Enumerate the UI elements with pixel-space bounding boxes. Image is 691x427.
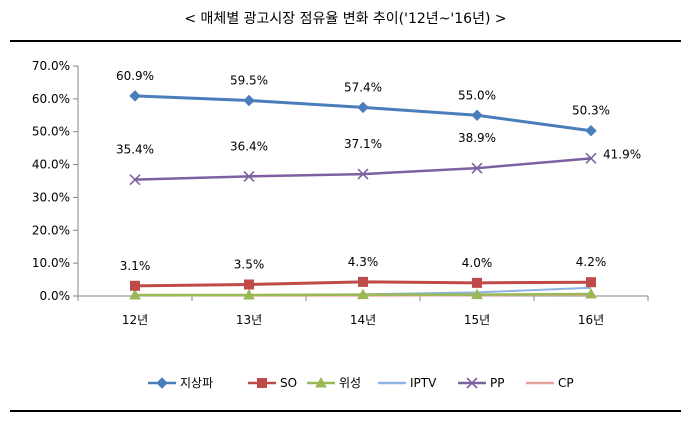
- data-label: 55.0%: [458, 88, 496, 102]
- data-point: [129, 174, 141, 186]
- data-point: [357, 288, 369, 300]
- data-point: [243, 170, 255, 182]
- data-point: [243, 94, 255, 107]
- legend-marker: [156, 377, 168, 389]
- y-tick-label: 30.0%: [32, 190, 70, 204]
- data-label: 3.1%: [120, 259, 151, 273]
- data-label: 4.0%: [462, 256, 493, 270]
- y-tick-label: 40.0%: [32, 158, 70, 172]
- data-label: 4.3%: [348, 255, 379, 269]
- legend-label: PP: [490, 376, 504, 390]
- data-point: [357, 101, 369, 114]
- y-tick-label: 70.0%: [32, 59, 70, 73]
- bottom-rule: [10, 410, 681, 412]
- data-label: 4.2%: [576, 255, 607, 269]
- y-tick-label: 60.0%: [32, 92, 70, 106]
- legend-label: 위성: [339, 376, 361, 390]
- data-point: [472, 277, 482, 288]
- data-point: [585, 152, 597, 164]
- legend-marker: [257, 378, 267, 388]
- legend-marker: [466, 377, 478, 389]
- data-point: [358, 276, 368, 287]
- data-label: 60.9%: [116, 69, 154, 83]
- legend-label: CP: [558, 376, 574, 390]
- x-tick-label: 15년: [464, 313, 490, 327]
- data-label: 59.5%: [230, 74, 268, 88]
- data-label: 35.4%: [116, 143, 154, 157]
- y-tick-label: 20.0%: [32, 223, 70, 237]
- data-label: 41.9%: [603, 147, 641, 161]
- data-point: [586, 277, 596, 288]
- x-tick-label: 14년: [350, 313, 376, 327]
- data-point: [471, 162, 483, 174]
- legend-label: 지상파: [180, 376, 213, 390]
- data-label: 36.4%: [230, 139, 268, 153]
- y-tick-label: 0.0%: [40, 289, 71, 303]
- data-label: 37.1%: [344, 137, 382, 151]
- data-label: 3.5%: [234, 258, 265, 272]
- top-rule: [10, 40, 681, 42]
- chart-title: < 매체별 광고시장 점유율 변화 추이('12년~'16년) >: [184, 11, 507, 27]
- x-tick-label: 16년: [578, 313, 604, 327]
- series-line-PP: [134, 157, 592, 181]
- data-point: [471, 288, 483, 300]
- legend-label: IPTV: [410, 376, 437, 390]
- data-point: [129, 288, 141, 300]
- data-point: [243, 288, 255, 300]
- data-point: [357, 168, 369, 180]
- data-label: 57.4%: [344, 80, 382, 94]
- data-label: 38.9%: [458, 131, 496, 145]
- data-point: [244, 279, 254, 290]
- data-label: 50.3%: [572, 104, 610, 118]
- data-point: [130, 280, 140, 291]
- legend-marker: [315, 376, 327, 388]
- data-point: [585, 125, 597, 137]
- x-tick-label: 12년: [122, 313, 148, 327]
- x-tick-label: 13년: [236, 313, 262, 327]
- data-point: [585, 287, 597, 299]
- data-point: [471, 109, 483, 121]
- series-line-지상파: [134, 94, 592, 133]
- data-point: [129, 90, 141, 102]
- legend-label: SO: [280, 376, 297, 390]
- y-tick-label: 10.0%: [32, 256, 70, 270]
- y-tick-label: 50.0%: [32, 125, 70, 139]
